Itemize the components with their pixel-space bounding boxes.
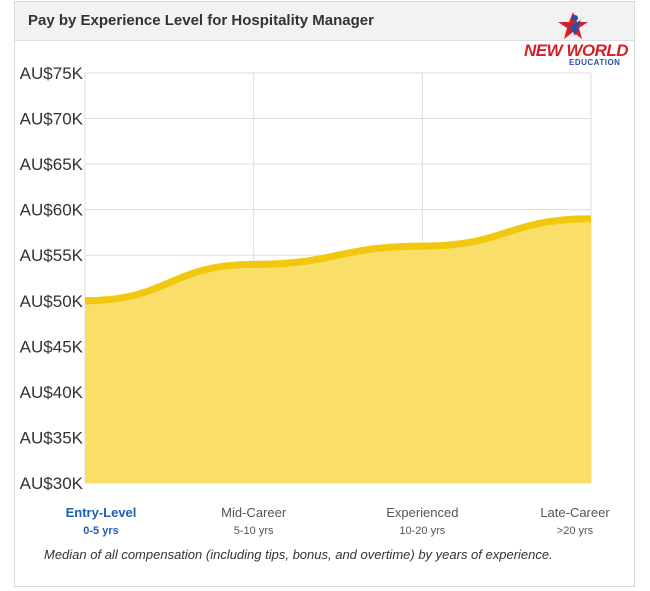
x-category-label: Entry-Level [66,505,137,520]
card-header: Pay by Experience Level for Hospitality … [15,2,634,41]
y-tick-label: AU$75K [20,64,84,83]
y-tick-label: AU$60K [20,201,84,220]
chart-caption: Median of all compensation (including ti… [44,547,553,562]
logo-text: NEW WORLD [523,41,629,60]
logo-subtext: EDUCATION [569,58,621,67]
y-tick-label: AU$35K [20,428,84,447]
x-category-sublabel: 5-10 yrs [234,525,274,537]
x-category-sublabel: 0-5 yrs [83,525,118,537]
x-category-sublabel: 10-20 yrs [399,525,445,537]
pay-chart: AU$30K AU$35K AU$40K AU$45K AU$50K AU$55K AU$6… [20,64,611,537]
star-person-icon [558,12,588,39]
chart-title: Pay by Experience Level for Hospitality … [28,12,374,29]
y-tick-label: AU$30K [20,474,84,493]
series-line [84,215,592,305]
y-tick-label: AU$55K [20,246,84,265]
x-category-label: Late-Career [540,505,610,520]
area-fill [85,218,591,483]
y-tick-label: AU$40K [20,383,84,402]
y-tick-label: AU$70K [20,110,84,129]
logo: NEW WORLD EDUCATION [521,12,631,70]
x-category-label: Mid-Career [221,505,287,520]
y-tick-label: AU$65K [20,155,84,174]
x-category-label: Experienced [386,505,458,520]
y-tick-label: AU$50K [20,292,84,311]
x-category-sublabel: >20 yrs [557,525,594,537]
chart-card: Pay by Experience Level for Hospitality … [14,1,635,587]
y-tick-label: AU$45K [20,337,84,356]
